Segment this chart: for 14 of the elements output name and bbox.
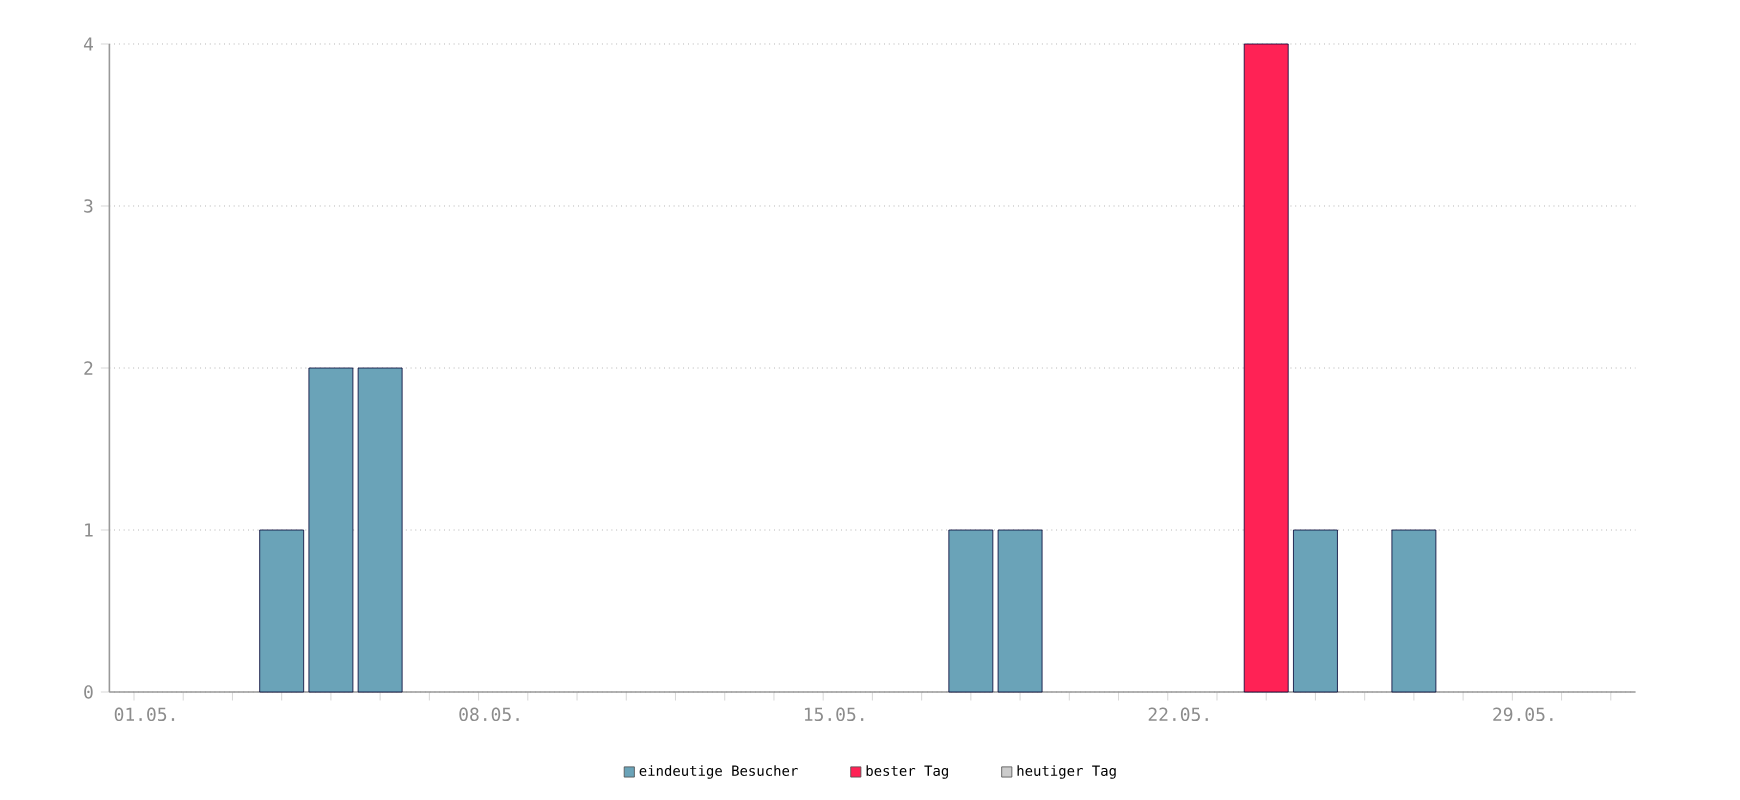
x-tick-label: 29.05. [1493, 707, 1553, 722]
y-tick-label: 2 [84, 361, 93, 375]
bar [1293, 529, 1338, 693]
bar [1243, 43, 1289, 693]
bar [259, 529, 305, 693]
x-tick-label: 08.05. [459, 707, 519, 722]
bar [1391, 529, 1437, 693]
x-tick-label: 01.05. [114, 707, 175, 722]
y-tick-label: 3 [84, 199, 93, 213]
x-tick-label: 15.05. [804, 707, 864, 722]
y-tick-label: 4 [83, 37, 93, 51]
x-tick-label: 22.05. [1148, 707, 1208, 722]
y-tick-label: 0 [84, 685, 93, 699]
y-tick-label: 1 [85, 523, 93, 537]
